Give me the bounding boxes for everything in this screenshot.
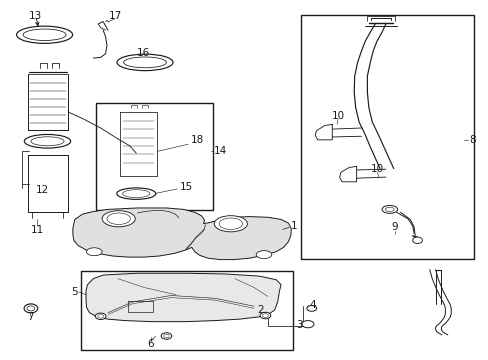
Text: 16: 16	[137, 48, 150, 58]
Ellipse shape	[95, 313, 106, 319]
Ellipse shape	[27, 306, 35, 311]
Text: 9: 9	[390, 222, 397, 232]
Text: 18: 18	[190, 135, 203, 145]
Ellipse shape	[31, 137, 64, 146]
Ellipse shape	[23, 29, 66, 41]
Ellipse shape	[98, 315, 103, 318]
Bar	[300, 15, 473, 259]
Ellipse shape	[262, 314, 268, 318]
Ellipse shape	[306, 306, 316, 311]
Text: 11: 11	[31, 225, 44, 235]
Text: 5: 5	[71, 287, 78, 297]
Text: 1: 1	[291, 221, 297, 231]
Ellipse shape	[301, 320, 313, 328]
Ellipse shape	[219, 218, 242, 229]
Ellipse shape	[412, 237, 422, 243]
Ellipse shape	[214, 216, 247, 232]
Ellipse shape	[260, 312, 270, 319]
Ellipse shape	[117, 54, 173, 71]
Ellipse shape	[17, 26, 73, 43]
Text: 4: 4	[309, 300, 316, 310]
Text: 12: 12	[36, 185, 49, 195]
Ellipse shape	[381, 206, 397, 213]
Ellipse shape	[117, 188, 156, 199]
Ellipse shape	[256, 251, 271, 258]
Ellipse shape	[163, 334, 169, 338]
Text: 7: 7	[26, 312, 33, 322]
Ellipse shape	[86, 248, 102, 256]
Ellipse shape	[102, 211, 135, 227]
Text: 8: 8	[468, 135, 474, 145]
Text: 15: 15	[180, 182, 193, 192]
Text: 13: 13	[29, 11, 42, 21]
Bar	[96, 103, 212, 211]
Bar	[81, 271, 293, 350]
PathPatch shape	[73, 208, 291, 260]
Ellipse shape	[122, 190, 150, 198]
Text: 6: 6	[147, 339, 154, 349]
Text: 3: 3	[296, 320, 302, 330]
Ellipse shape	[24, 304, 38, 313]
Ellipse shape	[161, 333, 171, 339]
Text: 10: 10	[370, 163, 384, 174]
PathPatch shape	[86, 273, 281, 321]
Ellipse shape	[385, 207, 393, 212]
Text: 2: 2	[257, 305, 264, 315]
Text: 14: 14	[214, 145, 227, 156]
Ellipse shape	[107, 213, 130, 225]
Ellipse shape	[24, 134, 71, 148]
Text: 10: 10	[331, 111, 344, 121]
Text: 17: 17	[108, 11, 122, 21]
Ellipse shape	[123, 57, 166, 68]
